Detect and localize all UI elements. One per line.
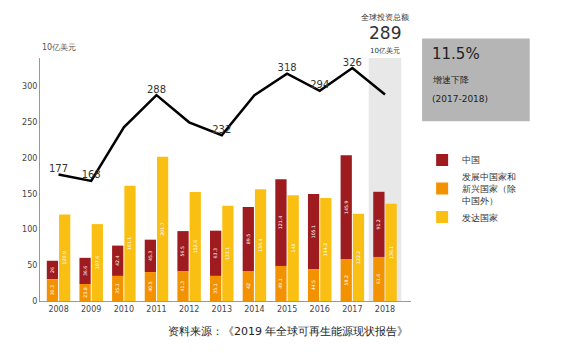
svg-text:156.4: 156.4: [258, 238, 263, 251]
svg-text:200: 200: [22, 154, 37, 163]
svg-text:107.6: 107.6: [95, 256, 100, 269]
svg-text:35.1: 35.1: [213, 283, 218, 293]
svg-text:2009: 2009: [81, 305, 101, 314]
svg-text:23.8: 23.8: [83, 287, 88, 297]
svg-text:2016: 2016: [310, 305, 330, 314]
svg-text:2014: 2014: [244, 305, 264, 314]
svg-text:44.5: 44.5: [311, 280, 316, 290]
svg-text:(2017-2018): (2017-2018): [432, 94, 488, 104]
svg-text:152.6: 152.6: [193, 240, 198, 253]
svg-text:发达国家: 发达国家: [462, 213, 498, 223]
svg-text:42: 42: [246, 283, 251, 289]
svg-text:2015: 2015: [277, 305, 297, 314]
svg-text:120.9: 120.9: [62, 251, 67, 264]
svg-text:89.5: 89.5: [246, 234, 251, 244]
svg-text:300: 300: [22, 82, 37, 91]
svg-text:122.2: 122.2: [356, 251, 361, 264]
svg-text:318: 318: [278, 62, 297, 73]
svg-text:289: 289: [369, 23, 401, 43]
svg-text:10亿美元: 10亿美元: [370, 47, 400, 55]
svg-text:58.2: 58.2: [344, 275, 349, 285]
svg-text:26: 26: [50, 267, 55, 273]
svg-text:35.1: 35.1: [115, 283, 120, 293]
svg-text:326: 326: [343, 57, 362, 68]
svg-text:10亿美元: 10亿美元: [42, 43, 76, 52]
svg-text:161.1: 161.1: [127, 237, 132, 250]
svg-text:201.7: 201.7: [160, 222, 165, 235]
svg-text:168: 168: [82, 169, 101, 180]
svg-text:2013: 2013: [212, 305, 232, 314]
svg-text:增速下降: 增速下降: [432, 75, 469, 85]
svg-text:56.5: 56.5: [180, 246, 185, 256]
svg-text:45.3: 45.3: [148, 251, 153, 261]
svg-text:资料来源：《2019 年全球可再生能源现状报告》: 资料来源：《2019 年全球可再生能源现状报告》: [168, 325, 409, 338]
svg-text:288: 288: [147, 84, 166, 95]
svg-text:63.3: 63.3: [213, 248, 218, 258]
svg-text:0: 0: [32, 297, 37, 306]
svg-text:61.6: 61.6: [376, 274, 381, 284]
svg-text:100: 100: [22, 225, 37, 234]
svg-text:42.4: 42.4: [115, 256, 120, 266]
svg-text:2010: 2010: [114, 305, 134, 314]
svg-text:232: 232: [212, 124, 231, 135]
svg-text:41.3: 41.3: [180, 281, 185, 291]
svg-text:250: 250: [22, 118, 37, 127]
svg-text:177: 177: [49, 163, 68, 174]
svg-text:105.1: 105.1: [311, 225, 316, 238]
svg-text:145.9: 145.9: [344, 201, 349, 214]
svg-text:全球投资总额: 全球投资总额: [361, 13, 409, 22]
svg-text:136.1: 136.1: [389, 246, 394, 259]
svg-text:2018: 2018: [375, 305, 395, 314]
svg-text:133.1: 133.1: [225, 247, 230, 260]
svg-text:30.3: 30.3: [50, 285, 55, 295]
svg-text:40.5: 40.5: [148, 281, 153, 291]
svg-text:294: 294: [310, 79, 329, 90]
svg-text:36.6: 36.6: [83, 266, 88, 276]
svg-text:50: 50: [27, 261, 37, 270]
svg-text:2011: 2011: [146, 305, 166, 314]
svg-text:91.2: 91.2: [376, 219, 381, 229]
svg-text:148: 148: [291, 244, 296, 253]
svg-text:121.4: 121.4: [278, 216, 283, 229]
svg-text:2008: 2008: [48, 305, 68, 314]
svg-text:150: 150: [22, 190, 37, 199]
svg-text:2012: 2012: [179, 305, 199, 314]
svg-text:11.5%: 11.5%: [432, 45, 480, 63]
svg-text:2017: 2017: [342, 305, 362, 314]
svg-text:中国: 中国: [462, 155, 480, 165]
svg-text:发展中国家和新兴国家（除中国外）: 发展中国家和新兴国家（除中国外）: [462, 172, 516, 205]
svg-text:144.2: 144.2: [323, 243, 328, 256]
svg-text:49.1: 49.1: [278, 278, 283, 288]
